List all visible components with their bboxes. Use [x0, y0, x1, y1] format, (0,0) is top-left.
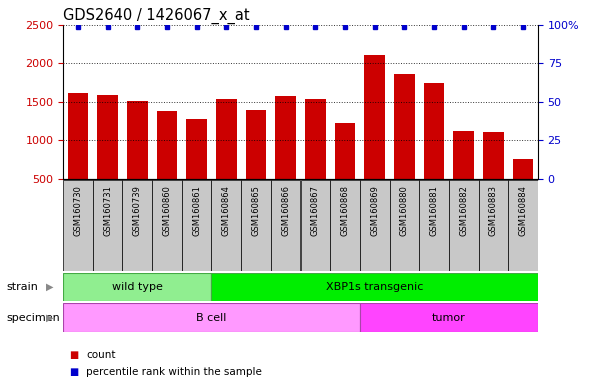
- Text: B cell: B cell: [197, 313, 227, 323]
- Text: tumor: tumor: [432, 313, 466, 323]
- Bar: [67, 93, 88, 179]
- Text: GSM160868: GSM160868: [341, 185, 350, 236]
- Bar: [364, 55, 385, 179]
- Bar: [152, 180, 182, 271]
- Bar: [424, 83, 444, 179]
- Bar: [508, 180, 538, 271]
- Bar: [275, 96, 296, 179]
- Bar: [305, 99, 326, 179]
- Text: GSM160883: GSM160883: [489, 185, 498, 236]
- Bar: [330, 180, 360, 271]
- Bar: [300, 180, 330, 271]
- Text: percentile rank within the sample: percentile rank within the sample: [86, 367, 262, 377]
- Bar: [93, 180, 123, 271]
- Bar: [63, 303, 360, 332]
- Text: GSM160881: GSM160881: [430, 185, 439, 236]
- Bar: [335, 123, 355, 179]
- Text: GSM160865: GSM160865: [251, 185, 260, 236]
- Bar: [389, 180, 419, 271]
- Text: GSM160884: GSM160884: [519, 185, 528, 236]
- Text: GSM160861: GSM160861: [192, 185, 201, 236]
- Text: GSM160860: GSM160860: [162, 185, 171, 236]
- Bar: [127, 101, 148, 179]
- Bar: [212, 273, 538, 301]
- Text: wild type: wild type: [112, 282, 163, 292]
- Bar: [246, 110, 266, 179]
- Bar: [63, 180, 93, 271]
- Text: ■: ■: [69, 350, 78, 360]
- Bar: [212, 180, 241, 271]
- Bar: [513, 159, 534, 179]
- Text: GSM160869: GSM160869: [370, 185, 379, 236]
- Text: GSM160866: GSM160866: [281, 185, 290, 236]
- Text: GSM160731: GSM160731: [103, 185, 112, 236]
- Text: strain: strain: [6, 282, 38, 292]
- Text: count: count: [86, 350, 115, 360]
- Bar: [483, 132, 504, 179]
- Bar: [394, 74, 415, 179]
- Bar: [360, 303, 538, 332]
- Text: ■: ■: [69, 367, 78, 377]
- Text: ▶: ▶: [46, 313, 53, 323]
- Bar: [216, 99, 237, 179]
- Text: ▶: ▶: [46, 282, 53, 292]
- Text: GSM160739: GSM160739: [133, 185, 142, 236]
- Text: GSM160730: GSM160730: [73, 185, 82, 236]
- Bar: [360, 180, 389, 271]
- Bar: [123, 180, 152, 271]
- Bar: [97, 95, 118, 179]
- Bar: [241, 180, 271, 271]
- Text: GSM160864: GSM160864: [222, 185, 231, 236]
- Text: GSM160867: GSM160867: [311, 185, 320, 236]
- Text: GSM160880: GSM160880: [400, 185, 409, 236]
- Bar: [419, 180, 449, 271]
- Bar: [271, 180, 300, 271]
- Bar: [449, 180, 478, 271]
- Bar: [186, 119, 207, 179]
- Bar: [157, 111, 177, 179]
- Bar: [63, 273, 212, 301]
- Text: GDS2640 / 1426067_x_at: GDS2640 / 1426067_x_at: [63, 7, 250, 23]
- Text: specimen: specimen: [6, 313, 59, 323]
- Text: XBP1s transgenic: XBP1s transgenic: [326, 282, 423, 292]
- Bar: [478, 180, 508, 271]
- Bar: [453, 131, 474, 179]
- Bar: [182, 180, 212, 271]
- Text: GSM160882: GSM160882: [459, 185, 468, 236]
